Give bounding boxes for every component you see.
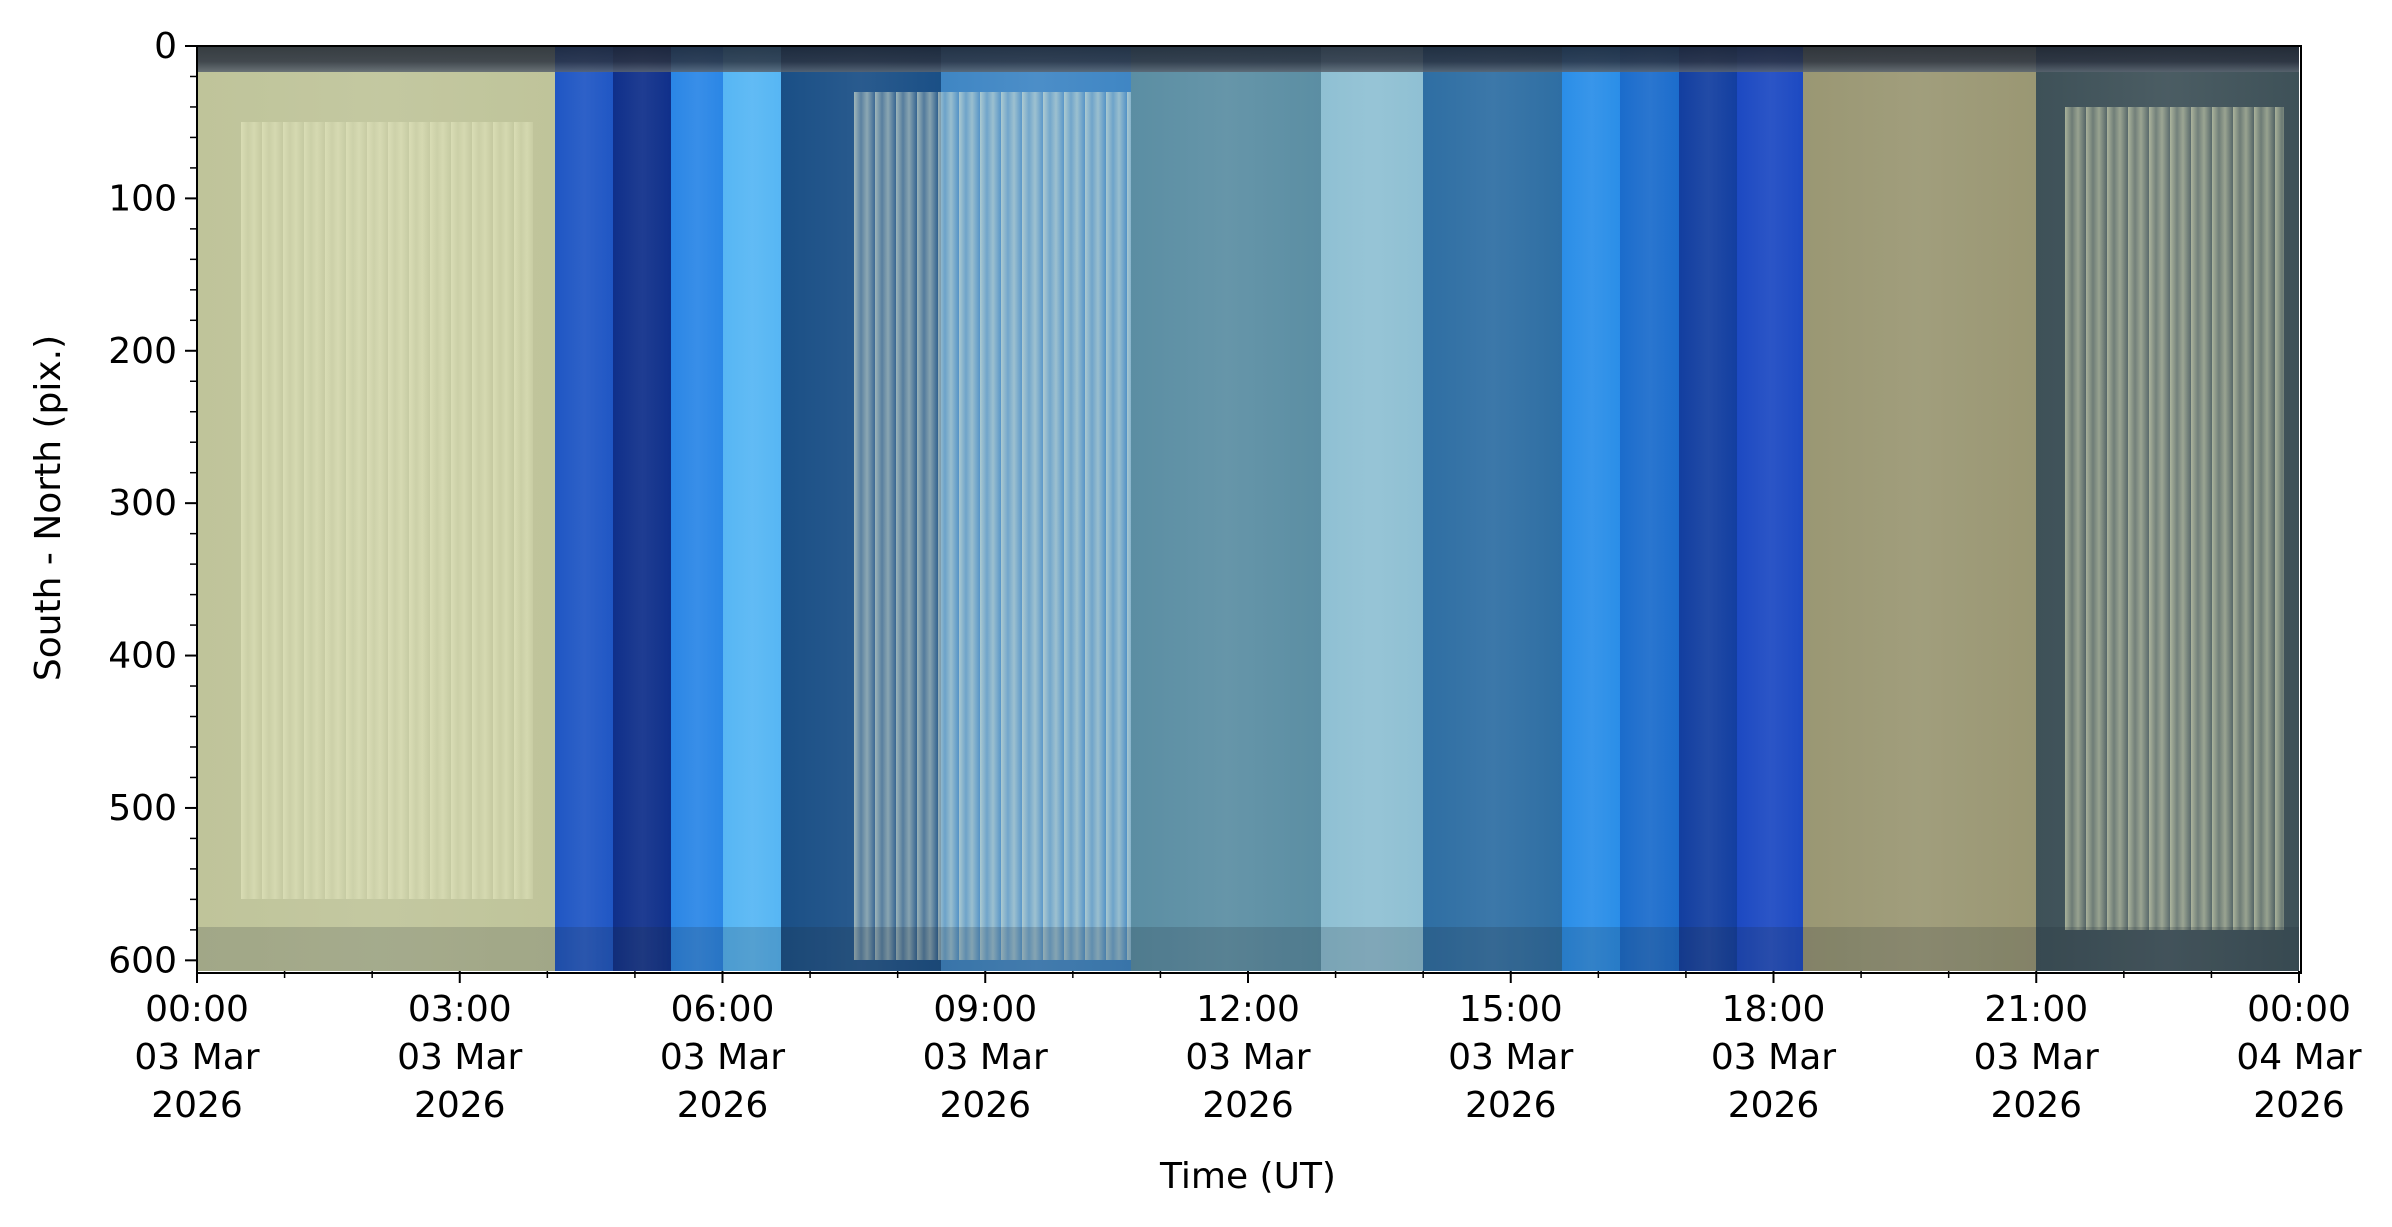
time-band (722, 46, 782, 971)
x-tick-label: 18:00 03 Mar 2026 (1711, 989, 1836, 1126)
keogram-image (197, 46, 2299, 971)
time-band (1802, 46, 2038, 971)
aurora-region (240, 122, 533, 900)
time-band (613, 46, 673, 971)
x-axis-ticks: 00:00 03 Mar 2026 03:00 03 Mar 2026 06:00 03 Ma… (134, 971, 2362, 1126)
time-band (671, 46, 724, 971)
time-band (1131, 46, 1323, 971)
x-tick-label: 15:00 03 Mar 2026 (1448, 989, 1573, 1126)
y-tick-label: 500 (108, 788, 177, 829)
y-tick-label: 0 (154, 26, 177, 67)
time-band (1620, 46, 1680, 971)
time-band (1423, 46, 1563, 971)
y-tick-label: 200 (108, 331, 177, 372)
y-tick-label: 300 (108, 483, 177, 524)
bottom-horizon-strip (197, 927, 2299, 971)
y-axis-ticks: 0 100 200 300 400 500 600 (108, 26, 197, 981)
x-tick-label: 06:00 03 Mar 2026 (660, 989, 785, 1126)
x-tick-label: 03:00 03 Mar 2026 (397, 989, 522, 1126)
time-band (1737, 46, 1804, 971)
y-tick-label: 600 (108, 940, 177, 981)
time-band (554, 46, 615, 971)
y-tick-label: 400 (108, 636, 177, 677)
y-tick-label: 100 (108, 178, 177, 219)
time-band (1561, 46, 1622, 971)
x-tick-label: 12:00 03 Mar 2026 (1185, 989, 1310, 1126)
aurora-region (853, 91, 1132, 961)
aurora-region (2065, 106, 2285, 930)
x-tick-label: 21:00 03 Mar 2026 (1974, 989, 2099, 1126)
x-tick-label: 00:00 03 Mar 2026 (134, 989, 259, 1126)
y-axis-title: South - North (pix.) (28, 335, 69, 681)
time-band (1320, 46, 1425, 971)
top-dark-strip (197, 46, 2299, 72)
x-axis-title: Time (UT) (1159, 1156, 1336, 1197)
x-tick-label: 00:00 04 Mar 2026 (2236, 989, 2361, 1126)
time-band (1678, 46, 1739, 971)
x-tick-label: 09:00 03 Mar 2026 (923, 989, 1048, 1126)
